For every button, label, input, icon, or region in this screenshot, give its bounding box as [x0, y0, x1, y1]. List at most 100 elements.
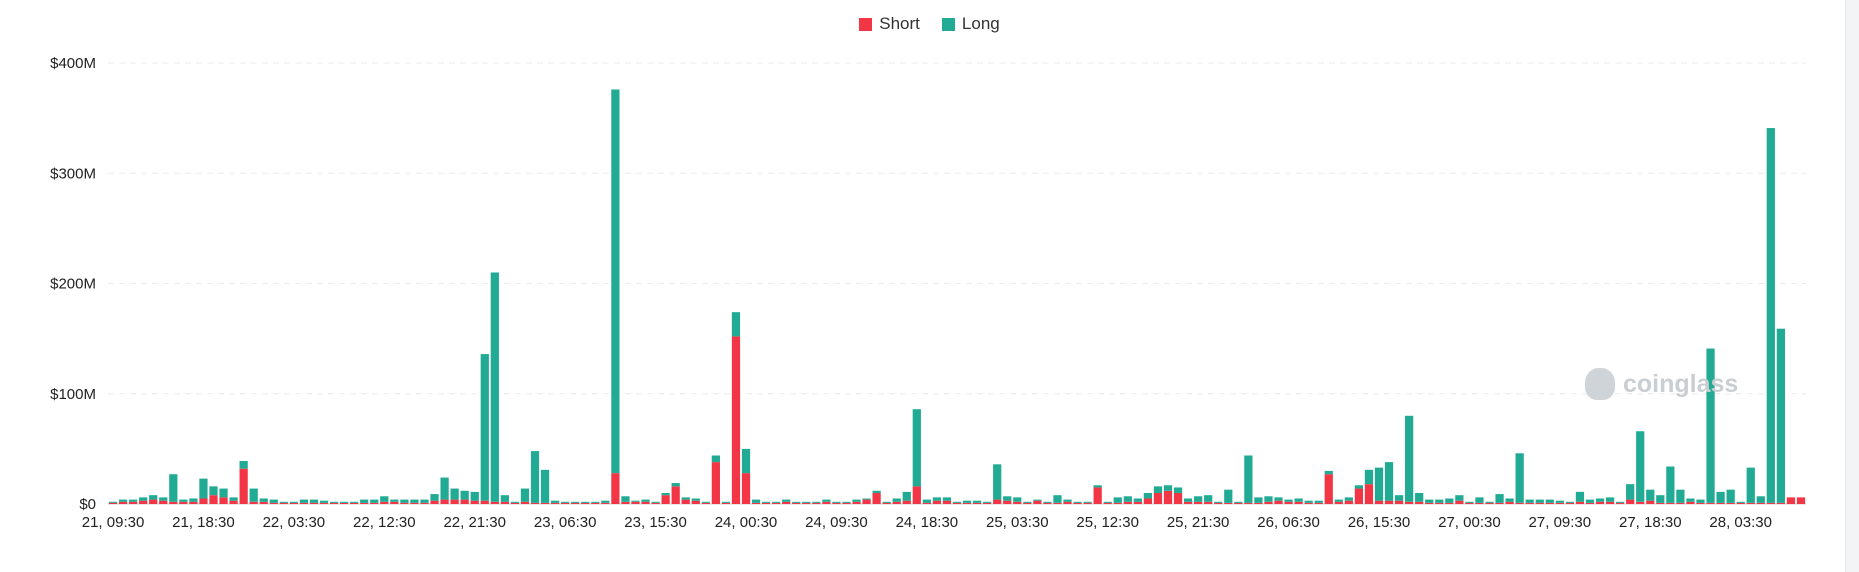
bar-short — [1214, 502, 1223, 504]
bar-long — [1706, 348, 1715, 503]
bar-short — [1575, 501, 1585, 504]
bar-short — [219, 497, 228, 504]
x-tick-label: 22, 03:30 — [263, 514, 326, 531]
bar-long — [1063, 499, 1072, 502]
bar-long — [1495, 494, 1504, 503]
bar-short — [601, 502, 610, 504]
bar-long — [802, 501, 811, 503]
bar-short — [1374, 500, 1384, 504]
bar-long — [550, 500, 560, 503]
bar-long — [1465, 501, 1474, 503]
bar-long — [1605, 497, 1615, 502]
bar-long — [1153, 486, 1163, 493]
bar-long — [490, 272, 499, 502]
bar-long — [952, 501, 962, 503]
bar-long — [1726, 489, 1735, 503]
bar-short — [792, 502, 801, 504]
bar-long — [751, 499, 761, 503]
bar-long — [1766, 128, 1775, 503]
bar-short — [1766, 502, 1775, 504]
bar-short — [671, 486, 680, 504]
bar-short — [199, 498, 208, 504]
bar-long — [711, 455, 720, 463]
bar-short — [1726, 502, 1735, 504]
bar-short — [581, 502, 590, 504]
bar-long — [1485, 501, 1494, 503]
scrollbar[interactable] — [1845, 0, 1859, 572]
bar-short — [952, 502, 962, 504]
bar-short — [962, 502, 972, 504]
bar-long — [1334, 499, 1343, 502]
legend-swatch-short — [859, 17, 873, 31]
bar-long — [440, 477, 449, 500]
bar-short — [1344, 500, 1353, 504]
bar-long — [1374, 467, 1384, 501]
bar-short — [932, 500, 942, 504]
bar-long — [1746, 467, 1755, 503]
y-tick-label: $400M — [50, 55, 96, 72]
bar-short — [731, 336, 741, 504]
bar-long — [1123, 496, 1132, 502]
bar-short — [410, 502, 419, 504]
bar-short — [339, 502, 349, 504]
y-tick-label: $100M — [50, 386, 96, 403]
bar-long — [641, 499, 650, 502]
bar-short — [1354, 488, 1364, 504]
bar-short — [229, 500, 238, 504]
bar-long — [1525, 499, 1534, 503]
bar-short — [129, 501, 138, 504]
bar-short — [1294, 501, 1303, 504]
bar-short — [1616, 502, 1625, 504]
bar-short — [209, 495, 218, 504]
y-tick-label: $200M — [50, 276, 96, 293]
bar-short — [1485, 502, 1494, 504]
bar-short — [1415, 501, 1424, 504]
bar-short — [993, 499, 1002, 504]
bar-long — [430, 494, 439, 501]
bar-short — [842, 502, 851, 504]
bar-long — [179, 499, 188, 502]
bar-long — [540, 469, 550, 503]
bar-short — [751, 502, 761, 504]
bar-long — [1143, 492, 1153, 499]
legend-label-short: Short — [879, 14, 920, 33]
bar-short — [550, 502, 560, 504]
bar-short — [430, 500, 439, 504]
x-tick-label: 24, 09:30 — [805, 514, 868, 531]
bar-long — [772, 501, 781, 503]
watermark: coinglass — [1585, 368, 1738, 400]
bar-short — [1515, 502, 1524, 504]
bar-long — [1585, 499, 1595, 503]
bar-short — [1716, 502, 1725, 504]
bar-long — [520, 488, 530, 502]
bar-long — [1545, 499, 1554, 503]
bar-long — [591, 501, 600, 503]
bar-long — [259, 498, 268, 502]
x-tick-label: 26, 15:30 — [1348, 514, 1411, 531]
bar-long — [993, 464, 1002, 500]
bar-long — [450, 488, 459, 500]
bar-short — [179, 501, 188, 504]
bar-short — [1626, 499, 1635, 504]
bar-short — [380, 501, 389, 504]
bar-short — [1756, 502, 1765, 504]
bar-short — [571, 502, 580, 504]
bar-long — [118, 499, 128, 502]
bar-long — [1364, 469, 1374, 485]
bar-short — [1666, 502, 1675, 504]
bar-short — [1696, 502, 1705, 504]
bar-short — [872, 492, 881, 504]
legend-item-short[interactable]: Short — [859, 14, 920, 34]
bar-long — [1183, 498, 1193, 502]
bar-long — [299, 499, 309, 503]
bar-short — [1394, 500, 1404, 504]
bar-short — [1264, 501, 1273, 504]
bar-long — [199, 478, 208, 499]
bar-short — [420, 502, 429, 504]
bar-long — [1656, 495, 1665, 503]
bar-short — [400, 502, 409, 504]
bar-short — [1736, 502, 1745, 504]
x-tick-label: 22, 21:30 — [443, 514, 506, 531]
bar-long — [500, 495, 509, 502]
legend-item-long[interactable]: Long — [941, 14, 1000, 34]
